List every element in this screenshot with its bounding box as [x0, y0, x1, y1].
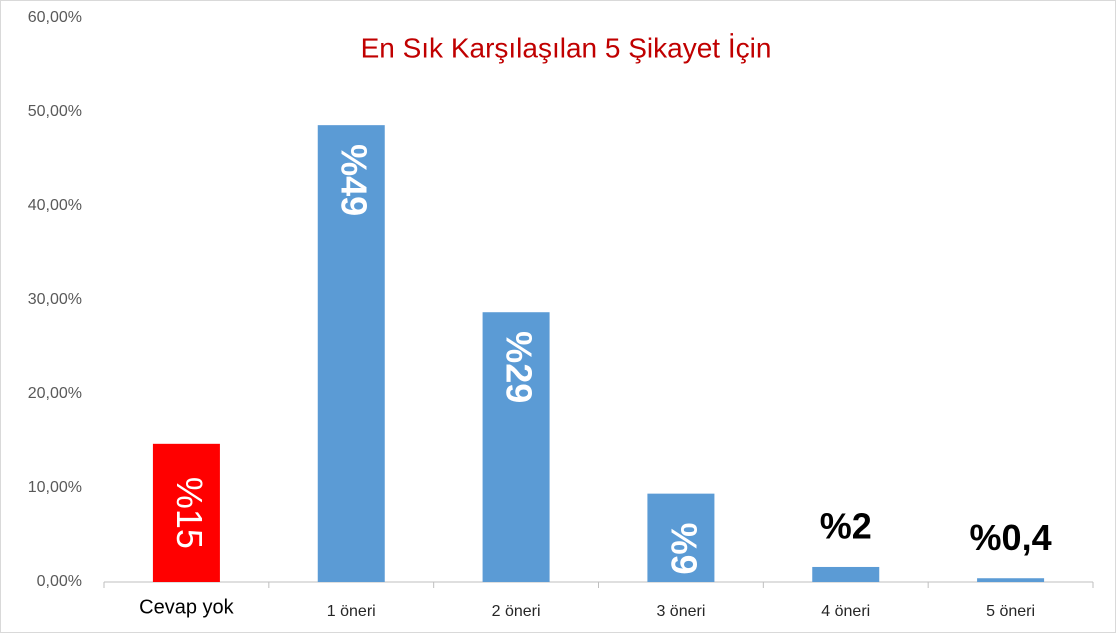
bar — [317, 125, 385, 582]
y-tick-label: 0,00% — [37, 573, 82, 590]
x-tick-label: 5 öneri — [986, 603, 1035, 620]
y-tick-label: 60,00% — [28, 9, 82, 26]
value-label: %0,4 — [970, 517, 1052, 558]
value-label: %15 — [169, 477, 210, 549]
y-tick-label: 30,00% — [28, 291, 82, 308]
y-tick-label: 10,00% — [28, 479, 82, 496]
x-tick-label: 3 öneri — [656, 603, 705, 620]
value-label: %2 — [820, 505, 872, 546]
value-label: %29 — [499, 331, 540, 403]
value-label: %49 — [334, 144, 375, 216]
y-tick-label: 40,00% — [28, 197, 82, 214]
x-tick-label: 2 öneri — [492, 603, 541, 620]
bar — [812, 566, 880, 582]
y-tick-label: 20,00% — [28, 385, 82, 402]
bar — [152, 443, 220, 582]
bar — [482, 312, 550, 582]
bar — [647, 493, 715, 582]
bar — [977, 578, 1045, 582]
y-tick-label: 50,00% — [28, 103, 82, 120]
x-tick-label: 4 öneri — [821, 603, 870, 620]
value-label: %9 — [663, 523, 704, 575]
x-tick-label: Cevap yok — [139, 596, 234, 618]
x-tick-label: 1 öneri — [327, 603, 376, 620]
chart-title: En Sık Karşılaşılan 5 Şikayet İçin — [361, 32, 772, 63]
